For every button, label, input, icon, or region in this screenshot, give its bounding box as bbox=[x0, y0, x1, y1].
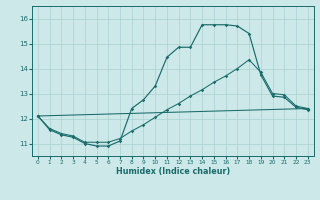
X-axis label: Humidex (Indice chaleur): Humidex (Indice chaleur) bbox=[116, 167, 230, 176]
